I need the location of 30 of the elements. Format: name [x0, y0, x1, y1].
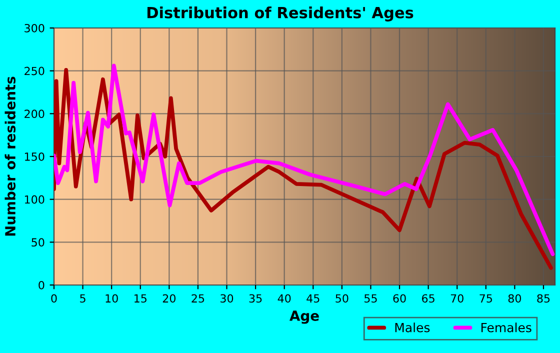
x-tick-label: 85 [537, 294, 550, 303]
y-tick-label: 100 [24, 195, 44, 204]
y-tick-label: 150 [24, 152, 44, 161]
y-tick-label: 300 [24, 24, 44, 32]
x-tick-label: 70 [450, 294, 464, 303]
x-axis-title: Age [290, 310, 319, 324]
x-tick-label: 30 [220, 294, 234, 303]
x-tick-label: 55 [364, 294, 377, 303]
y-tick-label: 250 [24, 66, 44, 76]
x-tick-label: 20 [162, 294, 176, 303]
x-tick-label: 80 [508, 294, 522, 303]
x-tick-label: 25 [192, 294, 204, 303]
y-axis-title: Number of residents [4, 76, 16, 236]
x-tick-label: 45 [306, 294, 320, 303]
x-tick-label: 40 [278, 294, 291, 303]
x-tick-label: 5 [80, 294, 86, 303]
x-tick-label: 15 [134, 294, 146, 303]
chart-title: Distribution of Residents' Ages [147, 6, 414, 22]
y-tick-label: 50 [32, 238, 44, 247]
x-tick-label: 35 [249, 294, 262, 303]
x-tick-label: 60 [393, 294, 406, 303]
y-tick-label: 0 [38, 280, 44, 290]
x-tick-label: 0 [51, 294, 57, 303]
x-tick-label: 10 [106, 294, 118, 303]
x-tick-label: 75 [480, 294, 492, 303]
x-tick-label: 65 [422, 294, 434, 303]
legend-label: Males [395, 322, 430, 332]
legend-label: Females [481, 322, 532, 332]
x-tick-label: 50 [336, 294, 348, 303]
y-tick-label: 200 [24, 110, 44, 118]
